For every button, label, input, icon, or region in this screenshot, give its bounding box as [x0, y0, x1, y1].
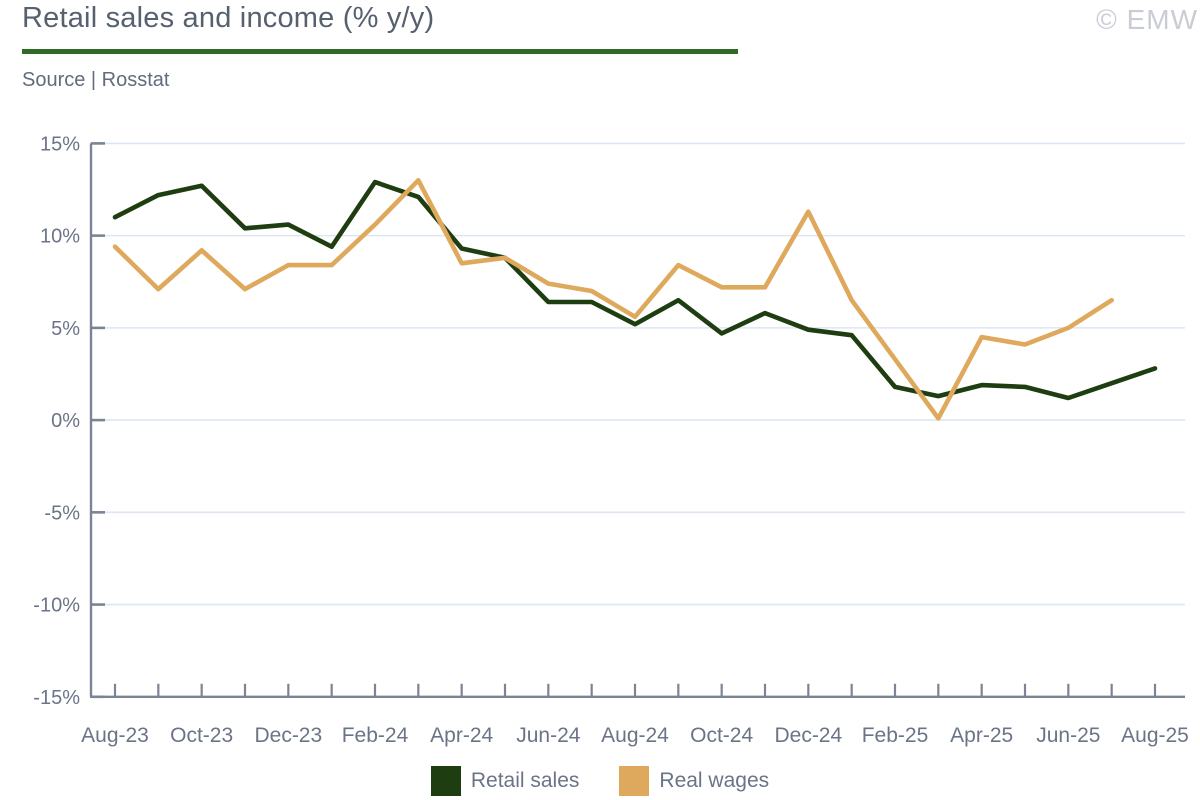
- gridlines: [90, 142, 1185, 606]
- legend-item-real-wages: Real wages: [619, 766, 769, 796]
- legend-item-retail-sales: Retail sales: [430, 766, 580, 796]
- page-title: Retail sales and income (% y/y): [22, 2, 435, 34]
- real-wages-swatch-icon: [619, 766, 650, 796]
- retail-sales-line: [112, 179, 1158, 401]
- real-wages-legend-label: Real wages: [659, 769, 770, 792]
- x-axis-labels: Aug-23 Oct-23 Dec-23 Feb-24 Apr-24 Jun-24 Aug-…: [81, 724, 1189, 747]
- svg-text:Feb-25: Feb-25: [862, 724, 929, 747]
- svg-text:-10%: -10%: [33, 595, 80, 617]
- y-axis-labels: 15% 10% 5% 0% -5% -10% -15%: [33, 133, 80, 708]
- svg-text:Apr-25: Apr-25: [950, 724, 1013, 747]
- svg-text:Jun-24: Jun-24: [516, 724, 581, 747]
- svg-text:Jun-25: Jun-25: [1036, 724, 1100, 747]
- svg-text:Feb-24: Feb-24: [342, 724, 409, 747]
- svg-text:-15%: -15%: [33, 687, 80, 709]
- copyright-watermark: © EMW: [1096, 4, 1198, 35]
- svg-text:-5%: -5%: [44, 502, 80, 524]
- source-label: Source | Rosstat: [22, 69, 170, 91]
- svg-text:Aug-25: Aug-25: [1121, 724, 1189, 747]
- svg-text:15%: 15%: [40, 133, 80, 155]
- svg-text:Aug-24: Aug-24: [601, 724, 669, 747]
- real-wages-line: [112, 178, 1114, 421]
- svg-text:Oct-24: Oct-24: [690, 724, 753, 747]
- axis-ticks: [91, 142, 1157, 699]
- svg-text:Oct-23: Oct-23: [170, 724, 233, 747]
- svg-text:0%: 0%: [51, 410, 80, 432]
- svg-text:Dec-24: Dec-24: [774, 724, 842, 747]
- svg-text:Dec-23: Dec-23: [254, 724, 322, 747]
- svg-text:Aug-23: Aug-23: [81, 724, 149, 747]
- title-underline-rule: [22, 49, 738, 54]
- svg-text:10%: 10%: [40, 226, 80, 248]
- svg-text:Apr-24: Apr-24: [430, 724, 493, 747]
- retail-sales-swatch-icon: [430, 766, 461, 796]
- retail-sales-legend-label: Retail sales: [470, 769, 580, 792]
- chart-legend: Retail sales Real wages: [0, 766, 1200, 796]
- svg-text:5%: 5%: [51, 318, 80, 340]
